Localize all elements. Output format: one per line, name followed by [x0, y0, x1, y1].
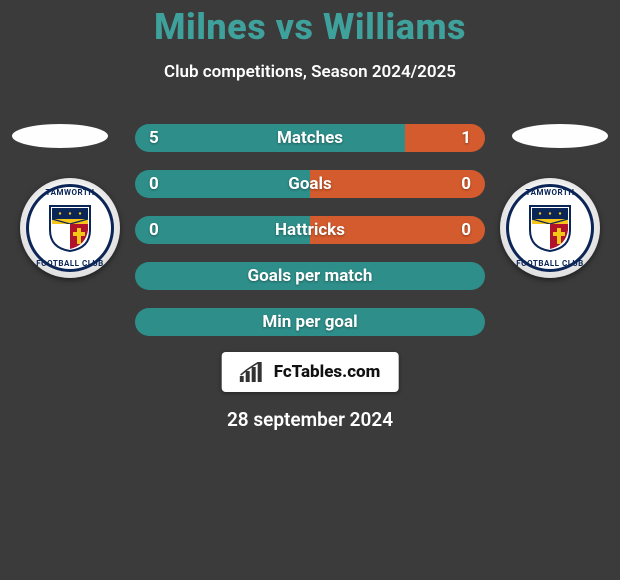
- stat-seg-right: [310, 216, 485, 244]
- title-text: Milnes vs Williams: [154, 6, 466, 48]
- stat-row: Min per goal: [135, 308, 485, 336]
- stat-seg-left: [135, 308, 485, 336]
- club-shield-icon: [48, 204, 92, 252]
- right-player-blank-icon: [512, 124, 608, 148]
- club-shield-icon: [528, 204, 572, 252]
- stat-seg-left: [135, 262, 485, 290]
- stat-row: 51Matches: [135, 124, 485, 152]
- stat-row: 00Goals: [135, 170, 485, 198]
- bar-chart-icon: [240, 362, 266, 382]
- left-player-blank-icon: [12, 124, 108, 148]
- badge-text-bot: FOOTBALL CLUB: [20, 259, 120, 268]
- stat-row: Goals per match: [135, 262, 485, 290]
- stat-seg-left: [135, 170, 310, 198]
- stat-seg-right: [405, 124, 486, 152]
- fctables-branding: FcTables.com: [222, 352, 399, 392]
- comparison-card: Milnes vs Williams Club competitions, Se…: [0, 0, 620, 580]
- stat-row: 00Hattricks: [135, 216, 485, 244]
- stat-seg-left: [135, 124, 405, 152]
- subtitle-text: Club competitions, Season 2024/2025: [164, 62, 456, 82]
- badge-text-bot: FOOTBALL CLUB: [500, 259, 600, 268]
- badge-text-top: TAMWORTH: [500, 188, 600, 197]
- right-club-badge: TAMWORTH FOOTBALL CLUB: [500, 178, 600, 278]
- branding-text: FcTables.com: [274, 362, 381, 382]
- date-text: 28 september 2024: [227, 408, 393, 431]
- page-subtitle: Club competitions, Season 2024/2025: [0, 62, 620, 82]
- date-text-wrap: 28 september 2024: [0, 408, 620, 431]
- comparison-bars: 51Matches 00Goals 00Hattricks Goals per mat…: [135, 124, 485, 354]
- badge-text-top: TAMWORTH: [20, 188, 120, 197]
- left-club-badge: TAMWORTH FOOTBALL CLUB: [20, 178, 120, 278]
- page-title: Milnes vs Williams: [0, 6, 620, 48]
- stat-seg-right: [310, 170, 485, 198]
- stat-seg-left: [135, 216, 310, 244]
